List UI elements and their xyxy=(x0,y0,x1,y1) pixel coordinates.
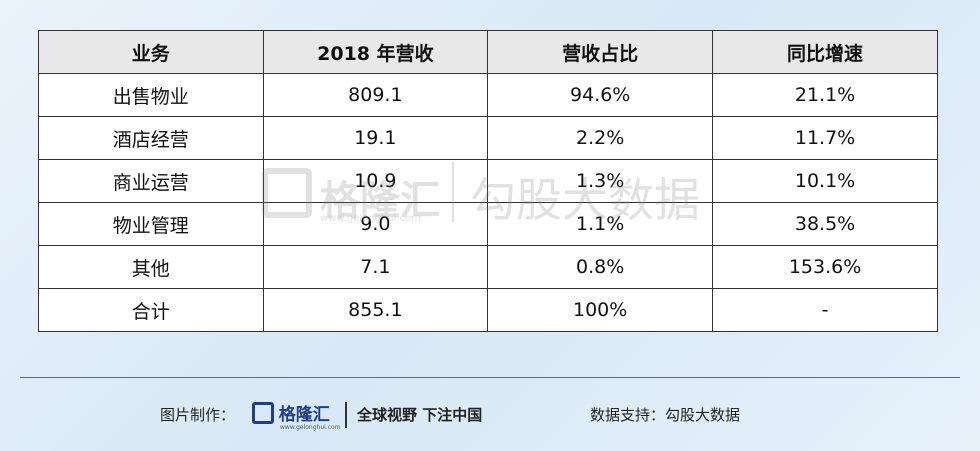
table-cell: 94.6% xyxy=(487,73,714,117)
table-cell: 9.0 xyxy=(262,202,489,246)
table-row: 酒店经营 19.1 2.2% 11.7% xyxy=(38,116,938,160)
table-cell: 809.1 xyxy=(262,73,489,117)
table-cell: 2.2% xyxy=(487,116,714,160)
footer-slogan: 全球视野 下注中国 xyxy=(357,406,483,424)
footer-brand: 格隆汇 xyxy=(278,405,330,425)
table-cell: 855.1 xyxy=(262,288,489,332)
table-cell: 7.1 xyxy=(262,245,489,289)
table-cell: 1.3% xyxy=(487,159,714,203)
table: 业务 2018 年营收 营收占比 同比增速 出售物业 809.1 94.6% 21.1% 酒店… xyxy=(38,30,938,332)
footer-divider xyxy=(345,402,347,428)
header-cell: 营收占比 xyxy=(487,30,714,74)
footer-brand-url: www.gelonghui.com xyxy=(280,424,341,431)
table-cell: 100% xyxy=(487,288,714,332)
table-row: 合计 855.1 100% - xyxy=(38,288,938,332)
footer-logo: 格隆汇 xyxy=(252,400,330,425)
table-cell: 其他 xyxy=(38,245,264,289)
footer-rule xyxy=(20,377,960,378)
header-cell: 同比增速 xyxy=(712,30,938,74)
table-cell: - xyxy=(712,288,938,332)
table-cell: 物业管理 xyxy=(38,202,264,246)
table-cell: 酒店经营 xyxy=(38,116,264,160)
table-row: 出售物业 809.1 94.6% 21.1% xyxy=(38,73,938,117)
header-cell: 业务 xyxy=(38,30,264,74)
footer-made-by: 图片制作： xyxy=(160,406,236,424)
table-cell: 21.1% xyxy=(712,73,938,117)
table-cell: 合计 xyxy=(38,288,264,332)
header-cell: 2018 年营收 xyxy=(262,30,489,74)
logo-icon xyxy=(252,401,274,424)
table-cell: 38.5% xyxy=(712,202,938,246)
table-cell: 0.8% xyxy=(487,245,714,289)
table-cell: 1.1% xyxy=(487,202,714,246)
table-cell: 19.1 xyxy=(262,116,489,160)
table-row: 商业运营 10.9 1.3% 10.1% xyxy=(38,159,938,203)
table-row: 物业管理 9.0 1.1% 38.5% xyxy=(38,202,938,246)
header-row: 业务 2018 年营收 营收占比 同比增速 xyxy=(38,30,938,74)
table-cell: 10.9 xyxy=(262,159,489,203)
footer-data-source: 数据支持：勾股大数据 xyxy=(590,406,741,424)
table-cell: 商业运营 xyxy=(38,159,264,203)
table-cell: 11.7% xyxy=(712,116,938,160)
table-row: 其他 7.1 0.8% 153.6% xyxy=(38,245,938,289)
table-body: 出售物业 809.1 94.6% 21.1% 酒店经营 19.1 2.2% 11.7% 商业运营… xyxy=(38,73,938,332)
table-cell: 10.1% xyxy=(712,159,938,203)
table-cell: 153.6% xyxy=(712,245,938,289)
table-cell: 出售物业 xyxy=(38,73,264,117)
